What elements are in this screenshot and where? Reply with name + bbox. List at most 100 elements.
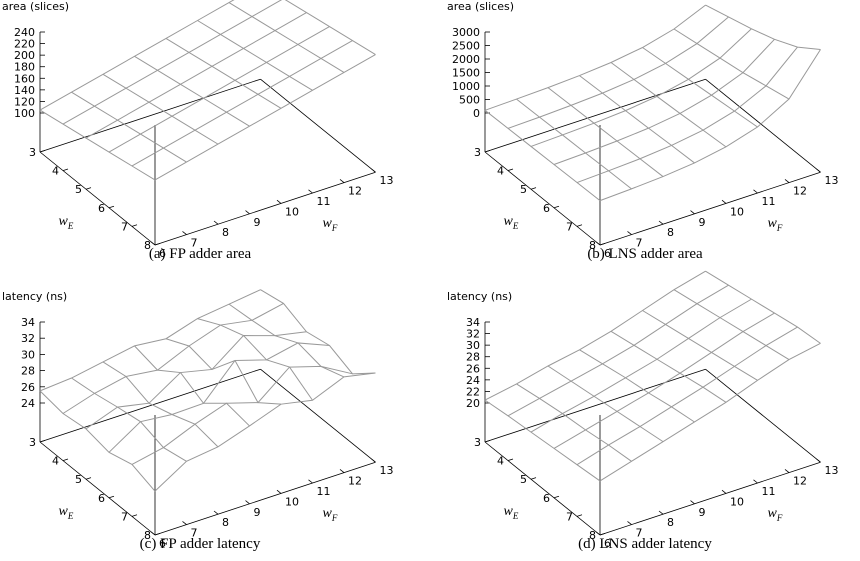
caption: (a) FP adder area [149,246,252,262]
wf-tick-label: 10 [730,205,744,218]
surface-row [576,46,798,184]
we-tick [85,187,92,190]
surface-column [134,345,250,427]
z-tick-label: 28 [466,351,480,364]
wf-tick [182,231,187,235]
z-tick-label: 32 [466,328,480,341]
surface-row [530,28,752,147]
wf-axis [154,461,376,536]
surface-column [547,365,664,443]
wf-tick-label: 11 [317,485,331,498]
z-tick-label: 22 [466,385,480,398]
surface-row [108,26,330,153]
wf-tick [245,210,250,215]
z-tick-label: 500 [459,94,480,107]
surface-row [507,16,729,129]
we-tick-label: 5 [520,183,527,196]
we-tick [131,224,138,227]
surface-row [131,365,353,465]
wf-tick [150,241,156,246]
surface-row [553,38,775,165]
we-tick-label: 5 [520,473,527,486]
we-tick-label: 4 [497,165,504,178]
we-tick-label: 3 [29,436,36,449]
surface-column [579,75,695,164]
wf-tick-label: 11 [762,195,776,208]
we-tick [576,224,583,227]
surface-column [260,289,376,375]
we-tick [131,514,138,517]
surface-row [530,298,752,433]
we-tick-label: 4 [52,165,59,178]
wf-tick-label: 13 [380,464,394,477]
z-tick-label: 26 [21,381,35,394]
z-tick-label: 160 [14,72,35,85]
surface-row [131,40,353,167]
surface-column [705,4,821,50]
z-tick-label: 34 [466,316,480,329]
z-tick-label: 1000 [452,80,480,93]
surface-column [228,303,345,378]
wf-tick [371,458,376,463]
base-edge [484,78,706,153]
wf-label: wF [323,216,338,233]
we-tick [553,495,560,499]
surface-column [39,390,156,492]
we-label: wE [504,214,519,231]
wf-tick [308,479,313,484]
surface-row [39,289,261,392]
surface-column [642,47,758,128]
surface-column [102,73,219,145]
z-tick-label: 30 [466,339,480,352]
we-tick-label: 7 [121,220,128,233]
we-tick-label: 8 [144,239,151,252]
surface-row [85,12,307,139]
surface-row [484,4,706,111]
we-tick [553,205,560,209]
wf-label: wF [768,216,783,233]
surface-column [610,330,727,403]
we-tick [530,477,537,480]
wf-tick-label: 7 [636,527,643,540]
wf-tick [276,489,282,494]
surface-row [108,342,330,453]
we-tick [507,168,514,171]
wf-axis [599,171,821,246]
z-tick-label: 20 [466,397,480,410]
wf-tick-label: 9 [699,216,706,229]
z-tick-label: 32 [21,332,35,345]
wf-tick [213,510,219,515]
we-label-base: w [59,504,69,519]
wf-label-sub: F [331,223,338,233]
we-tick [599,243,606,246]
wf-tick [595,241,601,246]
wf-tick [595,531,601,536]
we-tick [154,243,161,246]
we-tick-label: 6 [98,492,105,505]
surface-column [705,270,821,344]
surface-column [197,318,313,401]
surface-column [39,109,156,181]
wf-tick-label: 9 [254,216,261,229]
we-tick-label: 4 [52,455,59,468]
base-edge [705,368,821,463]
surface [39,0,376,181]
surface-column [284,0,376,55]
surface-column [228,2,345,73]
we-tick-label: 8 [144,529,151,542]
wf-tick-label: 6 [604,247,611,260]
surface-column [610,62,727,148]
z-label: area (slices) [447,0,514,13]
we-tick-label: 3 [474,436,481,449]
z-tick-label: 24 [21,397,35,410]
surface-row [553,312,775,449]
wf-tick-label: 12 [793,475,807,488]
wf-tick [627,521,632,525]
wf-tick-label: 13 [825,174,839,187]
wf-tick-label: 10 [285,205,299,218]
we-tick [576,514,583,517]
wf-tick [150,531,156,536]
surface [484,4,821,202]
we-tick-label: 5 [75,183,82,196]
wf-tick [784,469,790,473]
